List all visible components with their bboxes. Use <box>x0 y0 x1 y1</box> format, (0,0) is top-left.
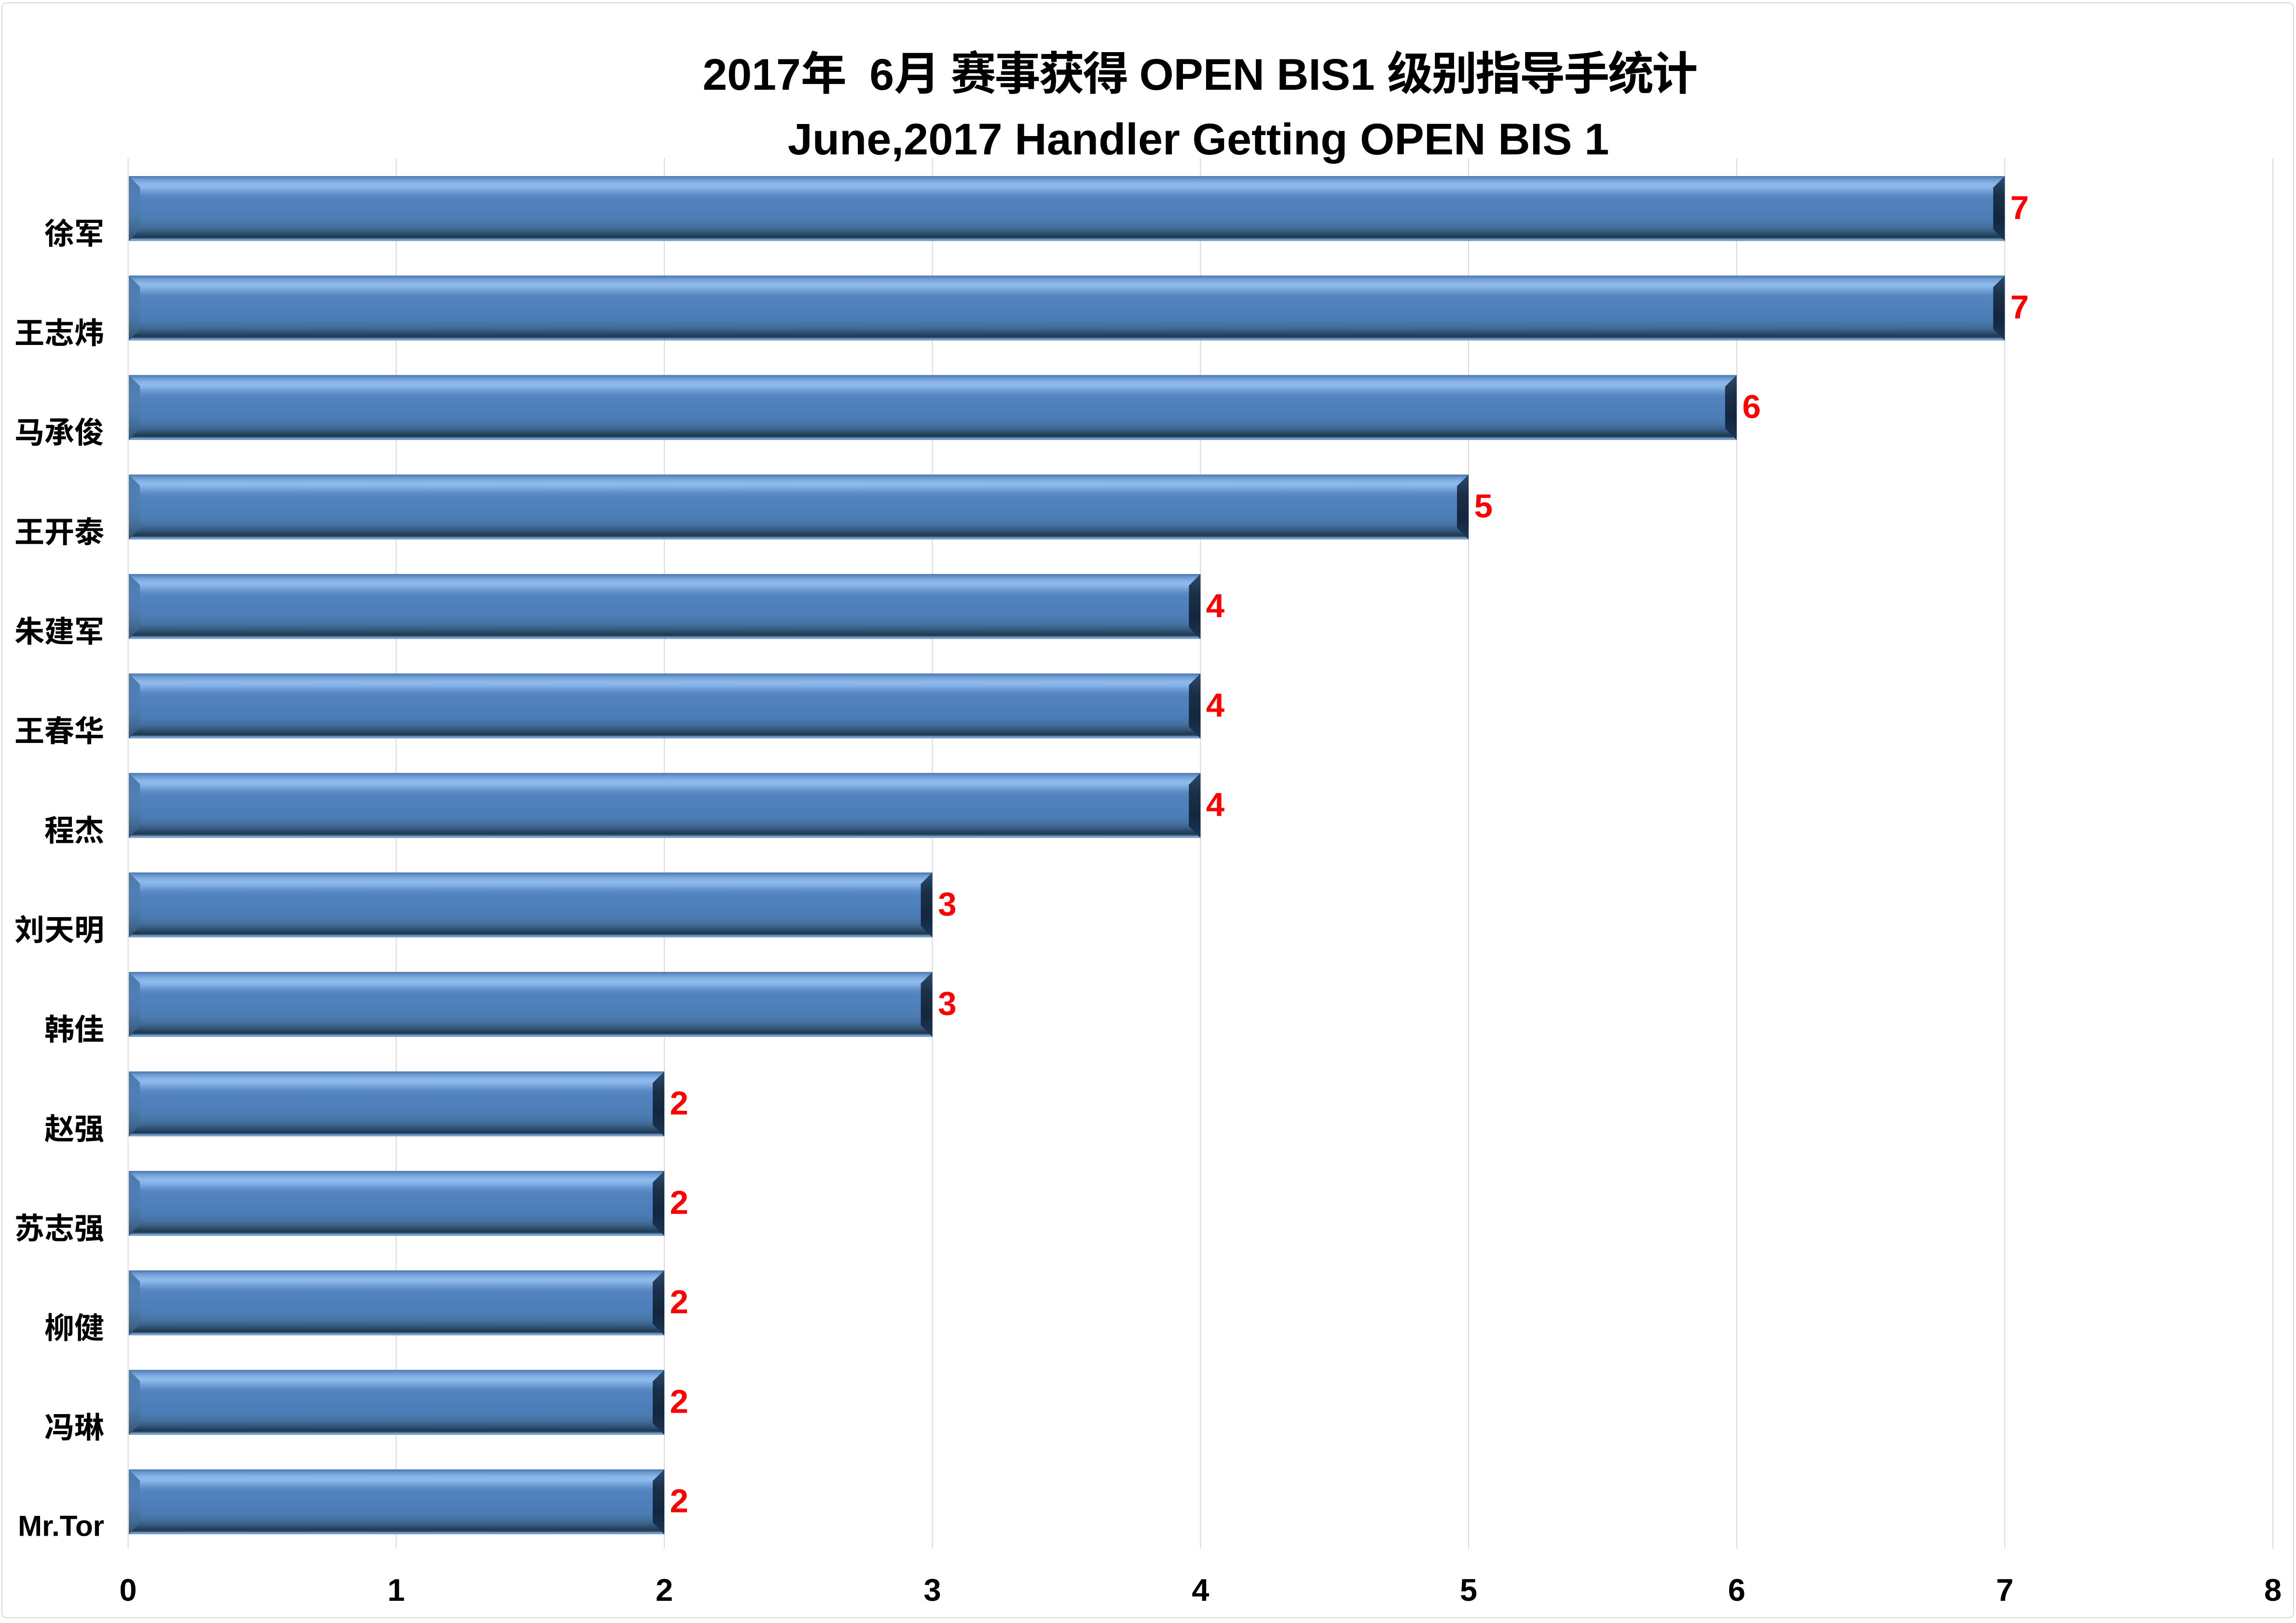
svg-text:4: 4 <box>1206 786 1224 823</box>
svg-text:2: 2 <box>656 1572 673 1608</box>
svg-text:2: 2 <box>670 1184 688 1221</box>
svg-text:1: 1 <box>387 1572 405 1608</box>
svg-text:4: 4 <box>1206 587 1224 624</box>
svg-text:3: 3 <box>924 1572 941 1608</box>
svg-text:3: 3 <box>938 985 956 1022</box>
svg-text:3: 3 <box>938 885 956 922</box>
svg-text:June,2017 Handler Getting OPEN: June,2017 Handler Getting OPEN BIS 1 <box>788 115 1609 164</box>
svg-text:6: 6 <box>1728 1572 1746 1608</box>
svg-text:7: 7 <box>1996 1572 2013 1608</box>
svg-text:2: 2 <box>670 1085 688 1122</box>
svg-text:6: 6 <box>1742 388 1760 425</box>
svg-text:7: 7 <box>2010 289 2029 326</box>
svg-text:4: 4 <box>1192 1572 1209 1608</box>
svg-text:Mr.Tor: Mr.Tor <box>18 1510 104 1542</box>
svg-text:0: 0 <box>119 1572 137 1608</box>
svg-text:6: 6 <box>869 50 894 99</box>
svg-text:2: 2 <box>670 1383 688 1420</box>
svg-text:2: 2 <box>670 1483 688 1520</box>
svg-text:4: 4 <box>1206 687 1224 724</box>
svg-text:OPEN BIS1: OPEN BIS1 <box>1140 50 1375 99</box>
svg-text:2017: 2017 <box>702 50 801 99</box>
svg-text:5: 5 <box>1460 1572 1477 1608</box>
svg-text:7: 7 <box>2010 189 2029 226</box>
svg-text:5: 5 <box>1474 488 1493 525</box>
svg-text:2: 2 <box>670 1283 688 1320</box>
svg-text:8: 8 <box>2264 1572 2282 1608</box>
